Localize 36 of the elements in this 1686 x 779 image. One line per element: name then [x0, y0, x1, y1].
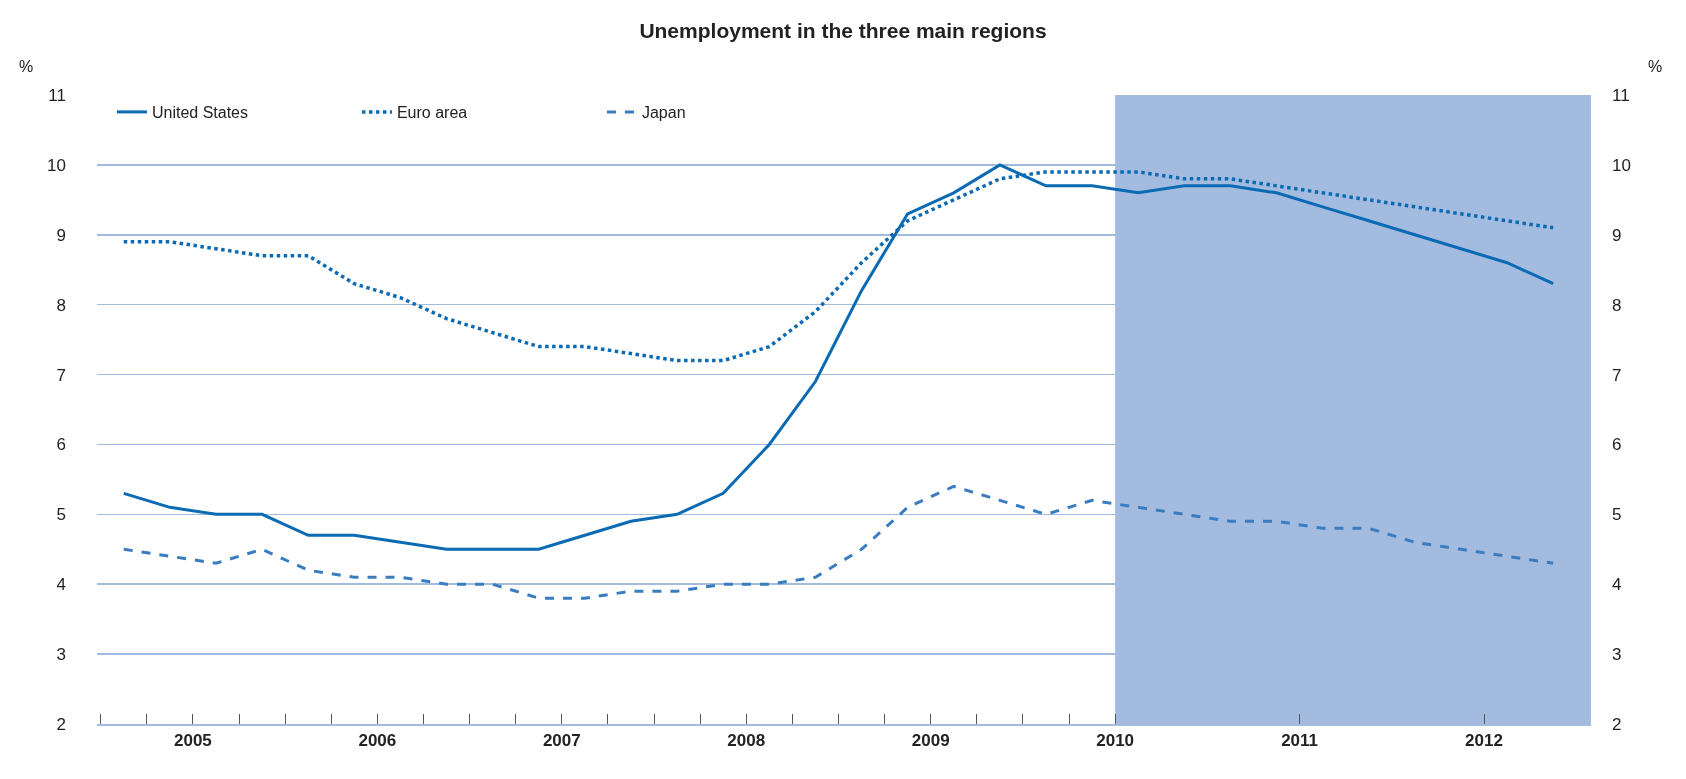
y2-tick-label: 7 — [1612, 365, 1622, 385]
y-tick-label: 4 — [56, 575, 66, 595]
line-series — [122, 484, 1555, 600]
y-tick-label: 9 — [56, 225, 66, 245]
x-tick-label: 2011 — [1281, 731, 1319, 751]
y2-tick-label: 2 — [1612, 714, 1622, 734]
y-tick-label: 11 — [48, 85, 66, 105]
y-tick-label: 2 — [56, 714, 66, 734]
y2-tick-label: 10 — [1612, 155, 1631, 175]
line-series — [122, 163, 1555, 551]
y2-tick-label: 6 — [1612, 435, 1622, 455]
chart-title: Unemployment in the three main regions — [639, 19, 1047, 43]
x-tick-label: 2012 — [1465, 731, 1503, 751]
y-tick-label: 8 — [56, 295, 66, 315]
y-tick-label: 3 — [56, 645, 66, 665]
y-tick-label: 6 — [56, 435, 66, 455]
y-axis-title: % — [19, 58, 34, 75]
legend-label: Euro area — [396, 104, 468, 122]
y-tick-label: 10 — [47, 155, 66, 175]
x-tick-label: 2009 — [911, 731, 950, 751]
x-tick-label: 2008 — [727, 731, 766, 751]
y2-tick-label: 5 — [1612, 505, 1622, 525]
y2-tick-label: 4 — [1612, 575, 1622, 595]
y-tick-label: 7 — [56, 365, 66, 385]
y2-tick-label: 3 — [1612, 645, 1622, 665]
x-tick-label: 2007 — [542, 731, 581, 751]
x-tick-label: 2005 — [174, 731, 212, 751]
legend-label: United States — [151, 104, 248, 122]
y2-axis-title: % — [1648, 58, 1663, 75]
y2-tick-label: 9 — [1612, 225, 1622, 245]
x-tick-label: 2010 — [1096, 731, 1135, 751]
y2-tick-label: 11 — [1612, 85, 1630, 105]
x-tick-label: 2006 — [358, 731, 397, 751]
y-tick-label: 5 — [56, 505, 66, 525]
y2-tick-label: 8 — [1612, 295, 1622, 315]
legend-label: Japan — [641, 104, 686, 122]
